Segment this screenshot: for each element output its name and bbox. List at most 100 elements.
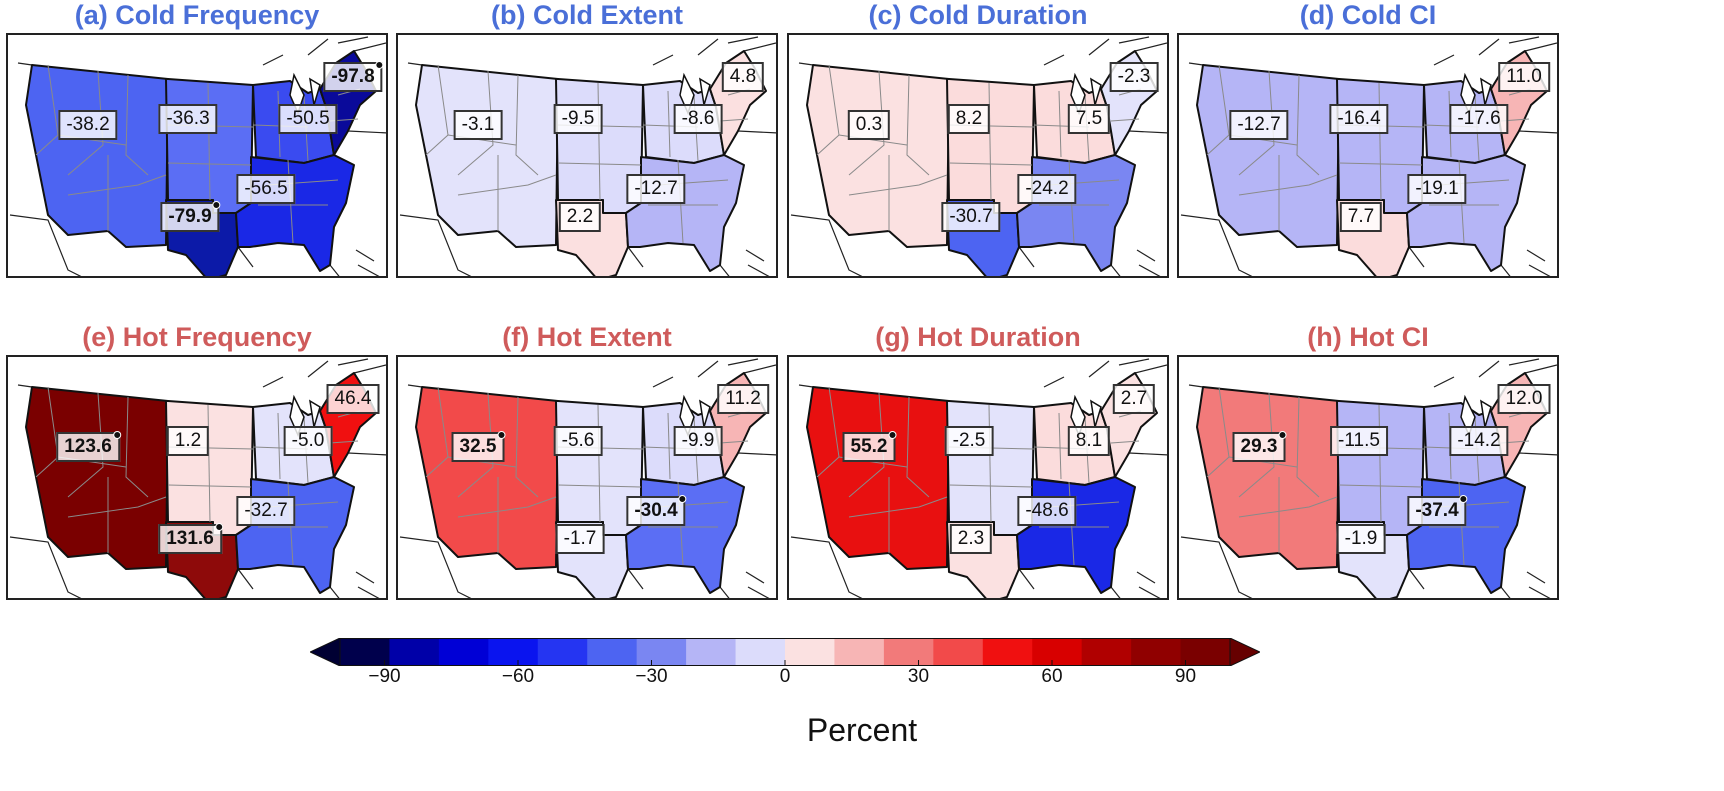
region-value-central: -11.5 [1330,426,1388,456]
region-value-northeast: 46.4 [326,384,380,414]
region-value-west: -12.7 [1229,110,1289,140]
state-border [988,404,992,523]
colorbar-tick-label: −60 [501,666,535,687]
state-border [1110,440,1140,444]
region-value-south: -30.7 [941,202,1001,232]
state-border [1296,396,1320,498]
coastline [1524,42,1557,52]
coastline [652,54,674,66]
region-value-west: 0.3 [847,110,891,140]
state-border [515,74,539,176]
panel-title: (b) Cold Extent [491,0,683,30]
region-value-south: -79.9 [160,201,221,232]
state-border [207,404,211,523]
region-value-northeast: 12.0 [1497,384,1551,414]
coastline [307,360,329,378]
state-border [1238,70,1275,176]
region-value-southeast: -32.7 [236,496,296,526]
colorbar-tick-label: 0 [779,666,791,687]
region-value-southeast: -48.6 [1017,496,1077,526]
coastline [1524,364,1557,374]
coastline [697,360,719,378]
state-border [988,82,992,201]
map-panel: 29.3 -11.5 -1.9 -14.2 12.0 -37.4 [1177,355,1559,600]
region-southeast [1406,154,1526,272]
colorbar-label: Percent [806,712,918,748]
coastline [747,586,770,598]
state-border [515,396,539,498]
coastline [790,214,863,276]
colorbar-segment [389,638,440,666]
state-border [67,496,167,518]
state-border [848,70,885,176]
coastline [1138,586,1161,598]
coastline [347,130,386,134]
state-border [719,440,749,444]
coastline [1110,586,1121,598]
region-value-west: 32.5 [451,431,506,462]
colorbar [310,638,1260,666]
region-value-midwest: -8.6 [673,104,723,134]
region-value-central: -5.6 [553,426,603,456]
colorbar-segment [686,638,737,666]
map-panel: 0.3 8.2 -30.7 7.5 -2.3 -24.2 [787,33,1169,278]
coastline [1128,130,1167,134]
region-value-midwest: -50.5 [278,104,338,134]
coastline [1528,586,1551,598]
coastline [347,452,386,456]
coastline [737,452,776,456]
colorbar-segment [1180,638,1231,666]
coastline [719,264,730,276]
coastline [353,364,386,374]
coastline [1433,376,1455,388]
map-panel: -38.2 -36.3 -79.9 -50.5 -97.8 -56.5 [6,33,388,278]
coastline [798,62,814,66]
coastline [1526,571,1546,584]
coastline [1500,264,1511,276]
state-border [848,392,885,498]
coastline [262,376,284,388]
state-border [1378,404,1382,523]
coastline [399,214,472,276]
state-border [1238,174,1338,196]
coastline [407,62,423,66]
region-value-southeast: -19.1 [1407,174,1467,204]
region-value-south: 7.7 [1339,202,1383,232]
coastline [727,36,759,44]
coastline [1188,62,1204,66]
region-value-midwest: -5.0 [283,426,333,456]
colorbar-segment [636,638,687,666]
state-border [457,70,494,176]
region-southeast [625,154,745,272]
region-southeast [625,476,745,594]
coastline [17,62,33,66]
coastline [1043,54,1065,66]
state-border [1058,412,1062,480]
state-border [457,496,557,518]
panel-title: (e) Hot Frequency [82,322,312,352]
colorbar-tick-label: 90 [1174,666,1197,687]
panel-title: (a) Cold Frequency [74,0,320,30]
state-border [457,174,557,196]
coastline [727,358,759,366]
state-border [277,412,281,480]
coastline [1478,360,1500,378]
state-border [1296,74,1320,176]
lake [309,77,321,106]
panel-title: (h) Hot CI [1307,322,1429,352]
coastline [747,264,770,276]
lake [1090,77,1102,106]
colorbar-segment [834,638,885,666]
colorbar-tick-label: 30 [907,666,930,687]
coastline [790,536,863,598]
region-value-southeast: -56.5 [236,174,296,204]
region-value-midwest: 8.1 [1067,426,1111,456]
coastline [399,536,472,598]
colorbar-segment [537,638,588,666]
us-map [790,358,1167,598]
coastline [1134,364,1167,374]
region-value-west: 29.3 [1232,431,1287,462]
coastline [1518,452,1557,456]
colorbar-tick-label: −30 [635,666,668,687]
region-value-central: -2.5 [944,426,994,456]
